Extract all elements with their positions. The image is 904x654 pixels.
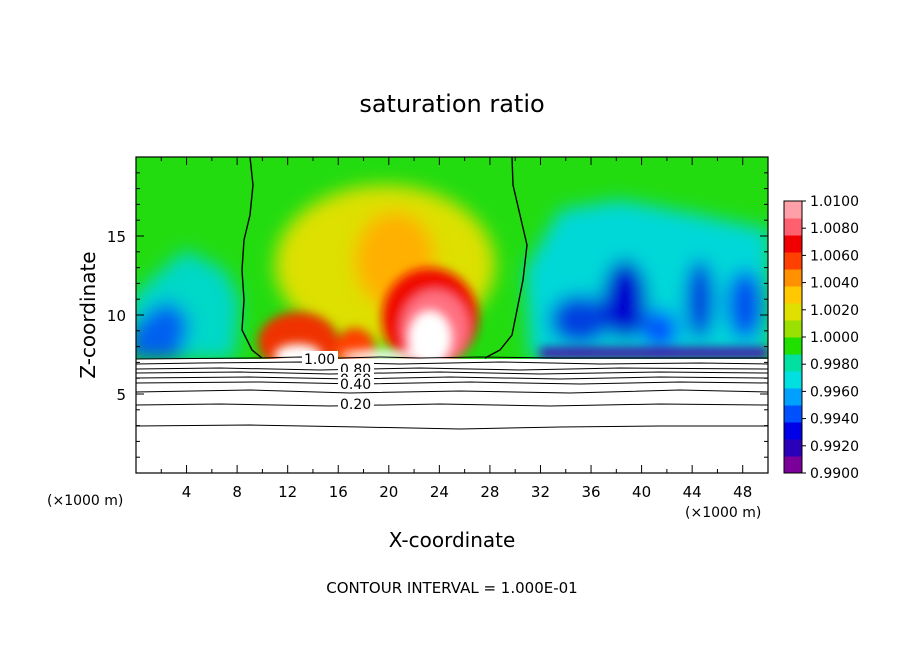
y-tick-label: 15: [107, 228, 126, 246]
contour-line-c: [135, 376, 769, 380]
right-blue-cell-4: [727, 270, 763, 340]
colorbar-segment: [784, 252, 802, 270]
x-tick-label: 24: [430, 483, 449, 501]
contour-line-b: [135, 367, 769, 371]
x-unit-label-right: (×1000 m): [685, 505, 761, 521]
colorbar-tick-label: 0.9960: [810, 384, 859, 400]
x-axis-title: X-coordinate: [389, 528, 516, 552]
right-blue-cell-2: [603, 260, 647, 340]
contour-lines: [135, 356, 769, 430]
contour-line-0.00: [135, 424, 768, 430]
x-tick-label: 20: [379, 483, 398, 501]
right-blue-cell-5: [642, 310, 678, 350]
y-tick-label: 5: [116, 386, 126, 404]
contour-label-0.40: 0.40: [340, 377, 371, 393]
lower-region: [136, 359, 768, 473]
colorbar-segment: [784, 371, 802, 389]
colorbar-tick-label: 0.9980: [810, 357, 859, 373]
right-blue-cell-3: [686, 260, 714, 340]
contour-label-1.00: 1.00: [304, 352, 335, 368]
red-cell-left: [258, 312, 338, 359]
contour-line-0.40: [135, 389, 769, 394]
contour-line-0.80: [135, 371, 769, 375]
x-tick-label: 36: [581, 483, 600, 501]
contour-1.00-left: [241, 157, 263, 359]
x-tick-label: 40: [632, 483, 651, 501]
left-dry-core: [136, 300, 190, 359]
x-unit-label-left: (×1000 m): [47, 493, 123, 509]
colorbar-segment: [784, 337, 802, 355]
colorbar-tick-label: 0.9900: [810, 466, 859, 482]
contour-label-0.20: 0.20: [340, 397, 371, 413]
contour-line-1.00: [135, 356, 768, 360]
colorbar-tick-label: 0.9940: [810, 412, 859, 428]
colorbar-tick-label: 0.9920: [810, 439, 859, 455]
x-tick-label: 16: [329, 483, 348, 501]
x-tick-label: 48: [733, 483, 752, 501]
contour-line-a: [135, 361, 769, 365]
colorbar-tick-labels: 1.0100 1.0080 1.0060 1.0040 1.0020 1.0000 0.99…: [802, 194, 859, 482]
colorbar: [783, 200, 803, 474]
x-tick-label: 4: [182, 483, 192, 501]
colorbar-tick-label: 1.0000: [810, 330, 859, 346]
colorbar-tick-label: 1.0040: [810, 276, 859, 292]
colorbar-segment: [784, 405, 802, 423]
violet-surface-band: [540, 348, 768, 358]
x-tick-label: 28: [480, 483, 499, 501]
colorbar-segment: [784, 354, 802, 372]
y-axis-ticks: 5 10 15: [107, 172, 768, 458]
contour-line-0.20: [135, 403, 769, 407]
colorbar-segment: [784, 388, 802, 406]
colorbar-segment: [784, 286, 802, 304]
colorbar-tick-label: 1.0060: [810, 248, 859, 264]
white-zone-right: [408, 310, 452, 359]
colorbar-segment: [784, 218, 802, 236]
x-axis-ticks: 4 8 12 16 20 24 28 32 36 40 44 48: [160, 157, 752, 501]
colorbar-segment: [784, 269, 802, 287]
contour-1.00-right: [484, 157, 528, 359]
x-tick-label: 32: [531, 483, 550, 501]
colorbar-segment: [784, 456, 802, 474]
white-zone-center: [340, 350, 420, 359]
chart-title: saturation ratio: [359, 90, 544, 118]
colorbar-tick-label: 1.0020: [810, 303, 859, 319]
y-tick-label: 10: [107, 307, 126, 325]
colorbar-segment: [784, 439, 802, 457]
colorbar-segment: [784, 201, 802, 219]
right-blue-cell-1: [550, 295, 610, 345]
colorbar-segment: [784, 422, 802, 440]
x-tick-label: 8: [232, 483, 242, 501]
contour-interval-note: CONTOUR INTERVAL = 1.000E-01: [326, 579, 577, 597]
x-tick-label: 12: [278, 483, 297, 501]
x-tick-label: 44: [683, 483, 702, 501]
colorbar-tick-label: 1.0080: [810, 221, 859, 237]
contour-labels: 1.00 0.80 0.60 0.40 0.20: [302, 351, 374, 413]
colorbar-segment: [784, 235, 802, 253]
contour-line-0.60: [135, 381, 769, 385]
colorbar-segment: [784, 320, 802, 338]
heatmap-field: [136, 157, 768, 359]
colorbar-tick-label: 1.0100: [810, 194, 859, 210]
colorbar-segment: [784, 303, 802, 321]
y-axis-title: Z-coordinate: [76, 251, 100, 378]
